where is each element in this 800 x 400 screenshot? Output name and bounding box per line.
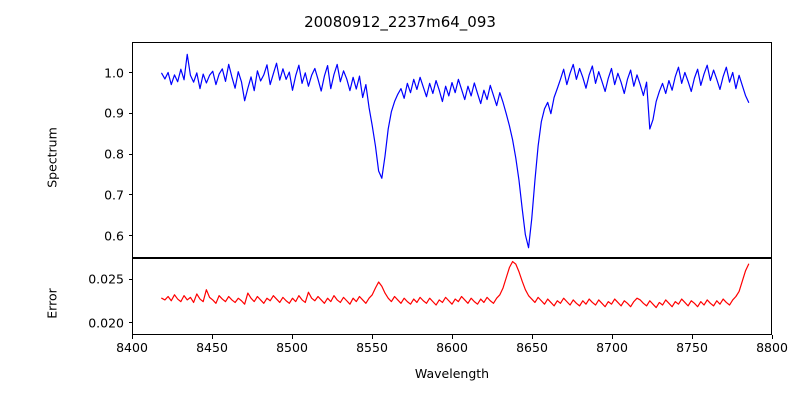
y-tick-mark — [128, 194, 132, 196]
y-tick-label: 0.7 — [104, 187, 124, 203]
y-tick-mark — [128, 72, 132, 74]
y-tick-mark — [128, 322, 132, 324]
x-tick-mark — [371, 335, 373, 339]
x-tick-label: 8400 — [116, 340, 148, 355]
x-tick-mark — [131, 335, 133, 339]
x-tick-mark — [291, 335, 293, 339]
y-tick-mark — [128, 235, 132, 237]
error-line-series — [133, 259, 771, 334]
x-tick-label: 8500 — [276, 340, 308, 355]
y-tick-mark — [128, 153, 132, 155]
x-tick-mark — [211, 335, 213, 339]
y-tick-label: 0.6 — [104, 228, 124, 244]
spectrum-trace — [162, 54, 749, 247]
x-tick-mark — [691, 335, 693, 339]
x-tick-label: 8650 — [516, 340, 548, 355]
x-tick-label: 8450 — [196, 340, 228, 355]
error-trace — [162, 262, 749, 308]
chart-title: 20080912_2237m64_093 — [304, 13, 496, 31]
y-tick-label: 0.020 — [88, 315, 124, 331]
y-tick-label: 0.025 — [88, 271, 124, 287]
x-tick-mark — [451, 335, 453, 339]
x-tick-label: 8750 — [676, 340, 708, 355]
y-tick-label: 0.8 — [104, 146, 124, 162]
spectrum-line-series — [133, 43, 771, 257]
x-tick-label: 8800 — [756, 340, 788, 355]
x-tick-mark — [531, 335, 533, 339]
spectrum-plot-area — [132, 42, 772, 258]
x-tick-label: 8550 — [356, 340, 388, 355]
y-tick-mark — [128, 278, 132, 280]
y-axis-label-spectrum: Spectrum — [44, 127, 60, 188]
y-tick-mark — [128, 112, 132, 114]
y-axis-label-error: Error — [44, 288, 60, 319]
y-tick-label: 1.0 — [104, 65, 124, 81]
x-tick-mark — [611, 335, 613, 339]
x-tick-label: 8600 — [436, 340, 468, 355]
y-tick-label: 0.9 — [104, 105, 124, 121]
error-plot-area — [132, 258, 772, 335]
x-tick-label: 8700 — [596, 340, 628, 355]
x-tick-mark — [771, 335, 773, 339]
x-axis-label: Wavelength — [414, 366, 490, 381]
